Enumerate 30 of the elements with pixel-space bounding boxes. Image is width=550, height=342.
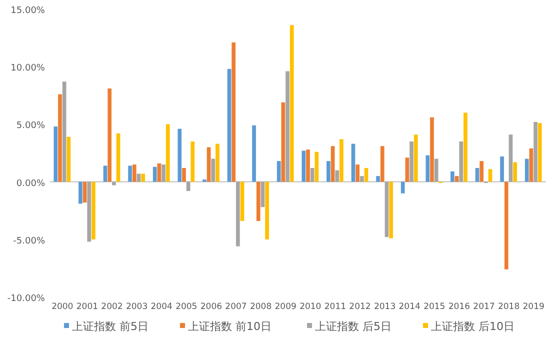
x-tick-label: 2017: [473, 302, 495, 312]
x-tick-label: 2008: [250, 302, 272, 312]
x-tick-label: 2013: [374, 302, 396, 312]
x-tick-label: 2002: [101, 302, 123, 312]
x-tick-label: 2012: [349, 302, 371, 312]
y-tick-label: 5.00%: [16, 121, 46, 132]
legend-label: 上证指数 后5日: [315, 320, 392, 333]
y-tick-label: -10.00%: [7, 294, 46, 304]
x-tick-label: 2014: [398, 302, 420, 312]
legend-label: 上证指数 后10日: [431, 320, 514, 333]
x-tick-label: 2010: [300, 302, 322, 312]
x-tick-label: 2000: [52, 302, 74, 312]
x-tick-label: 2011: [324, 302, 346, 312]
y-tick-label: 0.00%: [16, 178, 46, 189]
x-tick-label: 2009: [274, 302, 296, 312]
y-tick-label: 10.00%: [10, 64, 46, 74]
x-tick-label: 2003: [126, 302, 148, 312]
legend-label: 上证指数 前10日: [188, 320, 272, 333]
x-tick-label: 2007: [225, 302, 247, 312]
legend-label: 上证指数 前5日: [72, 320, 148, 333]
x-tick-label: 2019: [522, 302, 544, 312]
y-tick-label: -5.00%: [13, 236, 46, 246]
x-tick-label: 2001: [76, 302, 98, 312]
x-tick-label: 2015: [424, 302, 446, 312]
x-tick-label: 2016: [448, 302, 470, 312]
x-tick-label: 2005: [176, 302, 198, 312]
x-tick-label: 2018: [498, 302, 520, 312]
x-tick-label: 2004: [150, 302, 172, 312]
y-tick-label: 15.00%: [10, 6, 46, 16]
x-tick-label: 2006: [200, 302, 222, 312]
